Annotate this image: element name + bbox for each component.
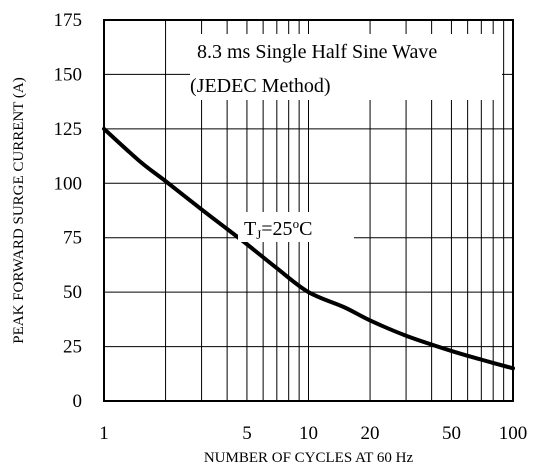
junction-temp-label: TJ=25oC (244, 216, 312, 242)
temp-note-background (238, 212, 354, 242)
series-group (102, 126, 515, 371)
x-tick-label: 10 (299, 423, 318, 444)
y-tick-label: 175 (54, 10, 83, 31)
x-axis-ticks: 1 5 10 20 50 100 (99, 423, 527, 444)
y-tick-label: 125 (54, 119, 83, 140)
y-tick-label: 0 (73, 391, 83, 412)
surge-curve (102, 126, 515, 371)
y-axis-ticks: 0 25 50 75 100 125 150 175 (54, 10, 83, 412)
x-tick-label: 5 (242, 423, 252, 444)
y-tick-label: 50 (63, 282, 82, 303)
x-tick-label: 100 (499, 423, 528, 444)
y-axis-label: PEAK FORWARD SURGE CURRENT (A) (11, 77, 27, 343)
annotations: 8.3 ms Single Half Sine Wave (JEDEC Metho… (190, 34, 502, 242)
y-tick-label: 100 (54, 173, 83, 194)
plot-frame (103, 19, 514, 402)
y-tick-label: 150 (54, 64, 83, 85)
x-tick-label: 50 (442, 423, 461, 444)
y-tick-label: 25 (63, 337, 82, 358)
x-axis-label: NUMBER OF CYCLES AT 60 Hz (204, 450, 414, 466)
note-line-1: 8.3 ms Single Half Sine Wave (197, 41, 437, 63)
note-background (190, 34, 502, 100)
y-tick-label: 75 (63, 228, 82, 249)
x-tick-label: 20 (361, 423, 380, 444)
note-line-2: (JEDEC Method) (190, 75, 331, 97)
x-tick-label: 1 (99, 423, 109, 444)
